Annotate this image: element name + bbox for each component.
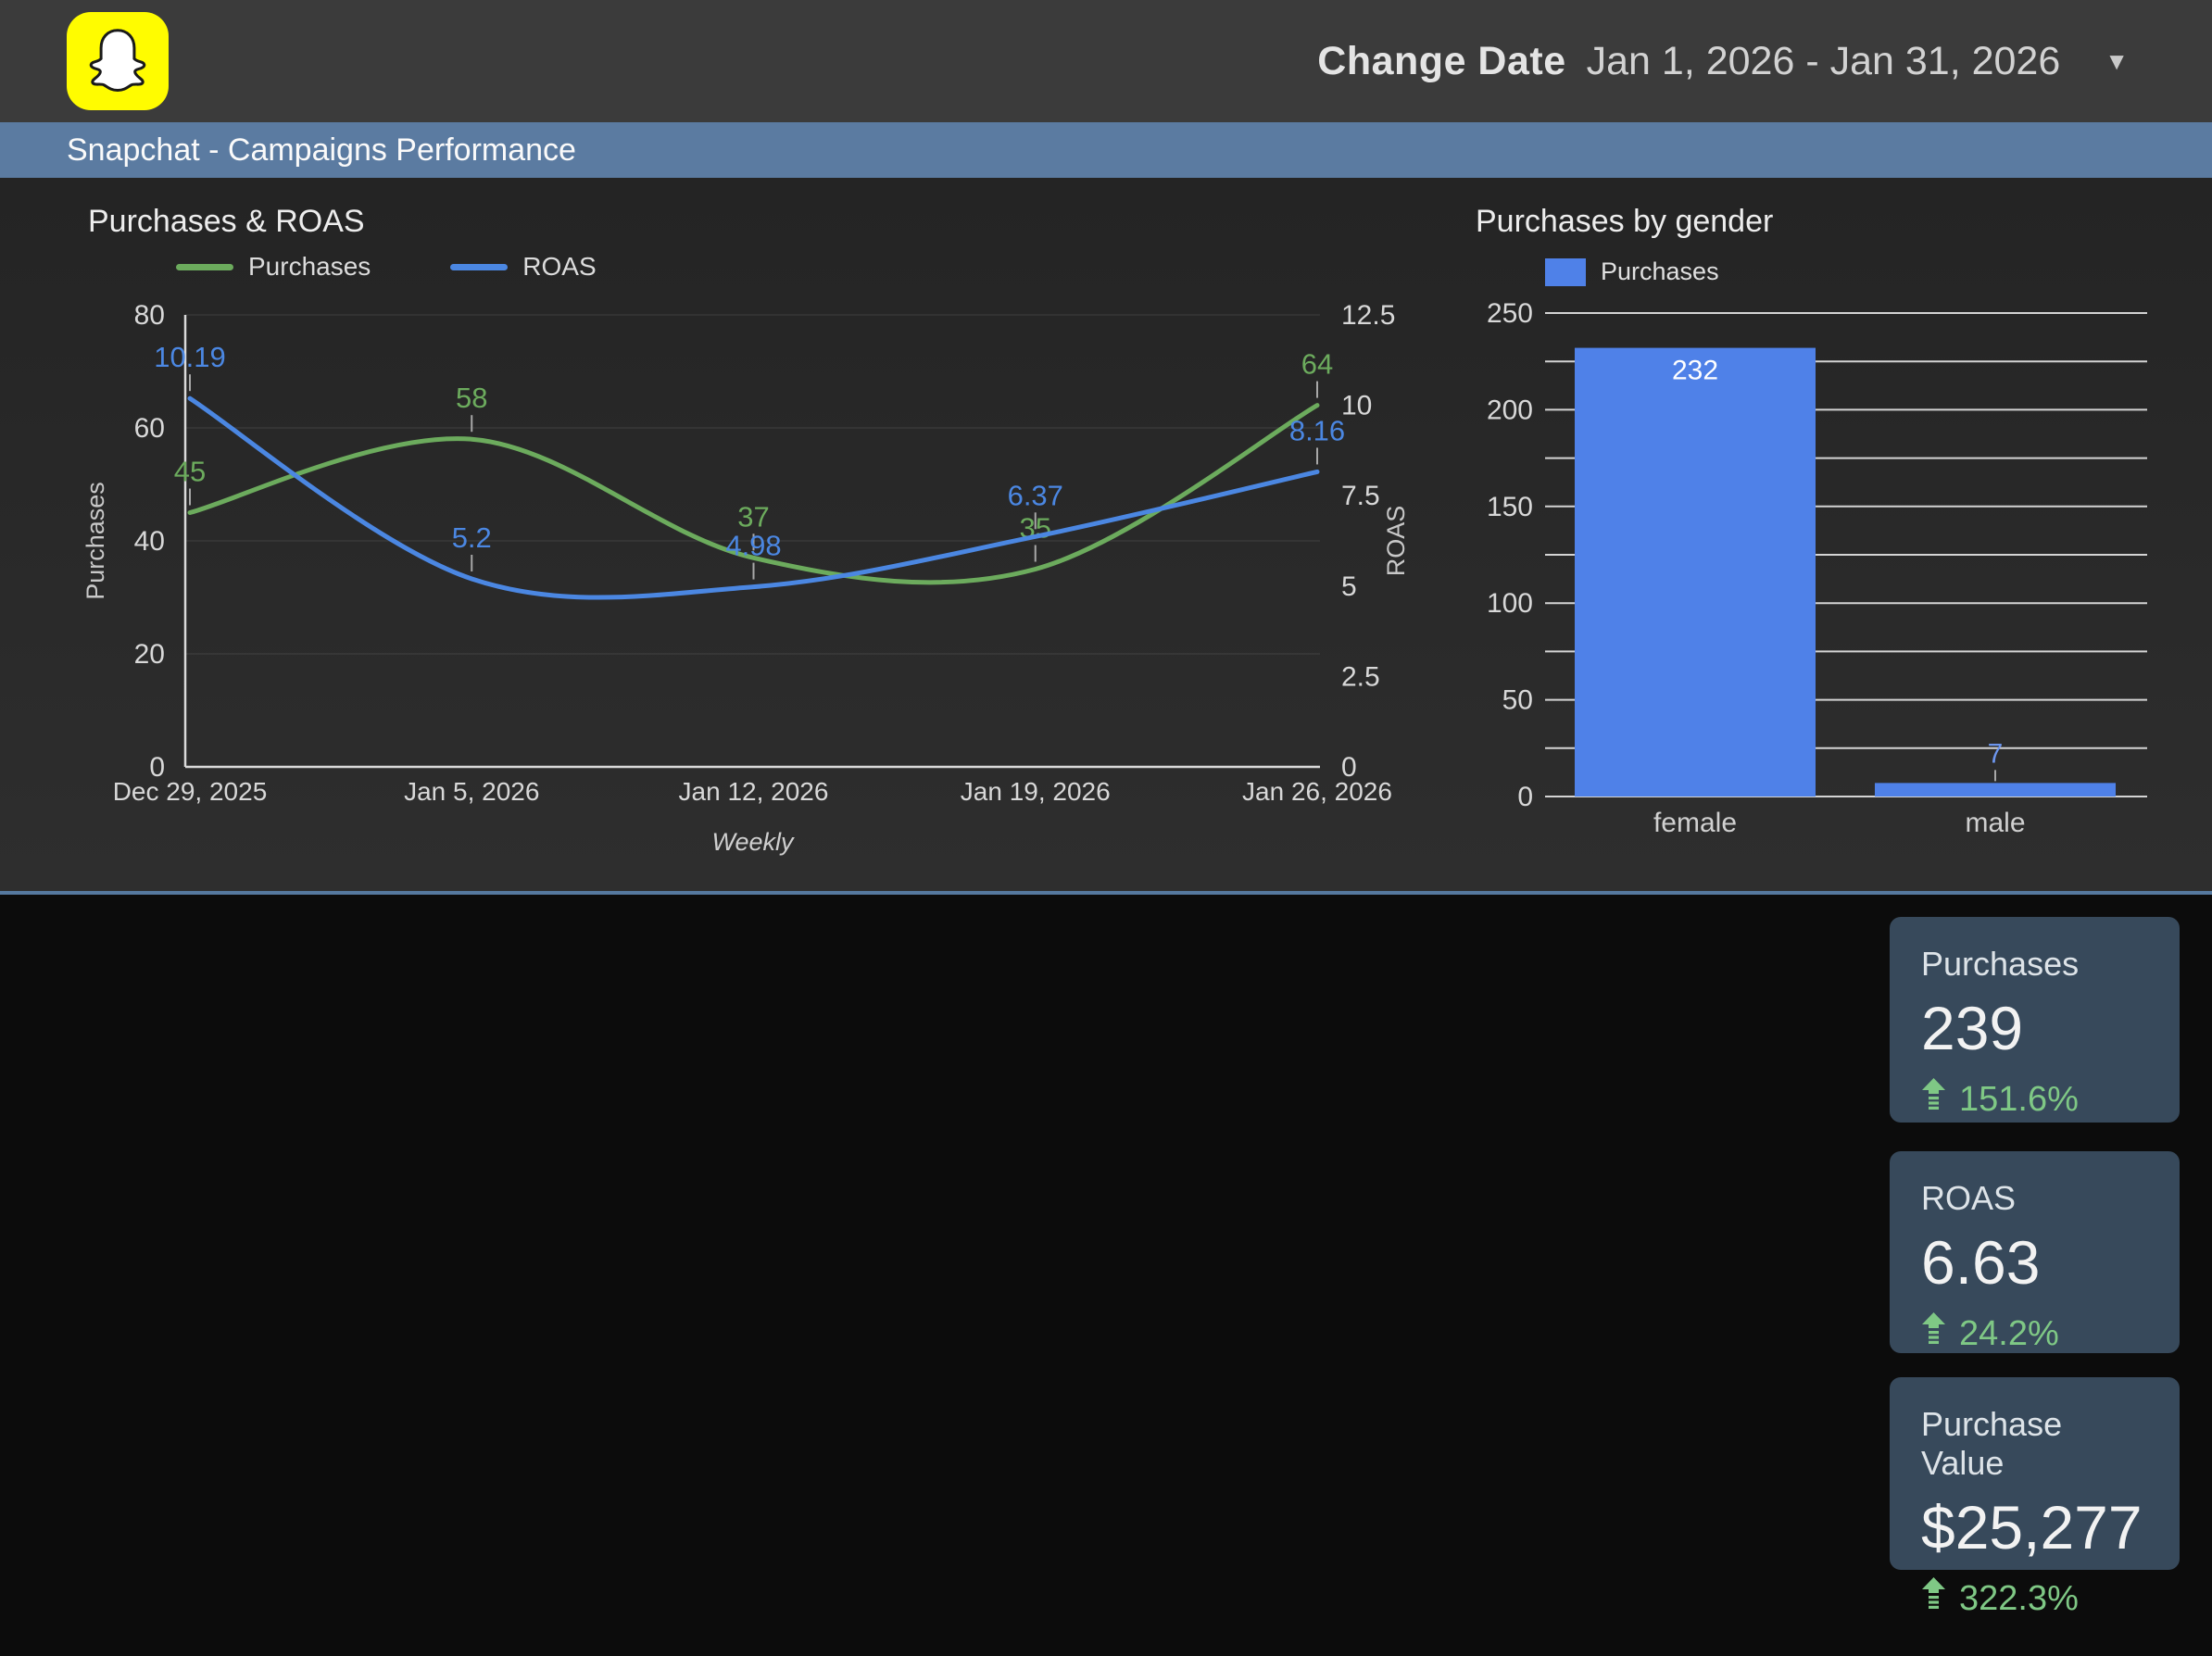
- legend-label: ROAS: [522, 252, 597, 281]
- svg-text:10.19: 10.19: [154, 341, 226, 373]
- charts-section: Purchases & ROAS Purchases ROAS 0 20 40 60 8…: [0, 178, 2212, 891]
- line-chart-title: Purchases & ROAS: [88, 204, 365, 239]
- report-title: Snapchat - Campaigns Performance: [67, 132, 576, 168]
- legend-label: Purchases: [1601, 257, 1719, 285]
- svg-text:7.5: 7.5: [1341, 481, 1380, 511]
- report-banner: Snapchat - Campaigns Performance: [0, 122, 2212, 178]
- scorecard-change: 322.3%: [1921, 1577, 2148, 1620]
- scorecard-purchases[interactable]: Purchases 239 151.6%: [1890, 917, 2180, 1123]
- snapchat-logo: [67, 12, 169, 110]
- scorecard-label: Purchases: [1921, 945, 2080, 983]
- svg-text:250: 250: [1487, 298, 1533, 329]
- svg-text:60: 60: [134, 413, 165, 444]
- legend-label: Purchases: [248, 252, 371, 281]
- svg-text:0: 0: [1341, 752, 1357, 783]
- date-range-value[interactable]: Jan 1, 2026 - Jan 31, 2026: [1586, 38, 2061, 83]
- roas-line-swatch: [450, 263, 509, 270]
- snapchat-ghost-icon: [83, 25, 152, 98]
- svg-text:5.2: 5.2: [452, 521, 492, 554]
- svg-text:ROAS: ROAS: [1382, 506, 1410, 577]
- svg-text:37: 37: [737, 500, 769, 533]
- scorecard-change: 24.2%: [1921, 1312, 2148, 1355]
- increase-arrow-icon: [1921, 1312, 1946, 1355]
- svg-text:female: female: [1653, 808, 1737, 838]
- change-value: 151.6%: [1959, 1079, 2079, 1119]
- svg-text:80: 80: [134, 300, 165, 331]
- svg-text:Weekly: Weekly: [711, 828, 795, 856]
- svg-text:10: 10: [1341, 391, 1372, 421]
- scorecard-change: 151.6%: [1921, 1078, 2148, 1121]
- bar-chart-title: Purchases by gender: [1476, 204, 1774, 239]
- svg-text:Jan 19, 2026: Jan 19, 2026: [961, 777, 1111, 806]
- svg-text:0: 0: [1517, 782, 1533, 812]
- svg-text:Jan 5, 2026: Jan 5, 2026: [404, 777, 539, 806]
- svg-text:200: 200: [1487, 395, 1533, 425]
- change-date-label: Change Date: [1317, 38, 1566, 83]
- increase-arrow-icon: [1921, 1078, 1946, 1121]
- svg-text:50: 50: [1502, 685, 1533, 716]
- svg-text:100: 100: [1487, 588, 1533, 619]
- bottom-section: Campaigns Performance CampaignPurchases▼…: [0, 895, 2212, 1656]
- purchases-line-swatch: [176, 263, 233, 270]
- svg-text:45: 45: [174, 456, 206, 488]
- scorecard-value: $25,277: [1921, 1493, 2143, 1562]
- dropdown-caret-icon[interactable]: ▼: [2105, 46, 2129, 75]
- bar-chart-legend: Purchases: [1545, 257, 1719, 286]
- svg-text:0: 0: [149, 752, 165, 783]
- increase-arrow-icon: [1921, 1577, 1946, 1620]
- purchases-by-gender-bar-chart[interactable]: 0 50 100 150 200 250 232 female 7 male: [1445, 178, 2212, 891]
- svg-text:Jan 12, 2026: Jan 12, 2026: [679, 777, 829, 806]
- svg-text:8.16: 8.16: [1289, 414, 1345, 446]
- scorecard-value: 239: [1921, 994, 2024, 1062]
- scorecard-label: Purchase Value: [1921, 1405, 2063, 1482]
- svg-text:male: male: [1965, 808, 2025, 838]
- scorecard-value: 6.63: [1921, 1228, 2041, 1297]
- purchases-roas-line-chart[interactable]: 0 20 40 60 80 0 2.5 5 7.5 10 12.5 Dec 29, 2025 Jan 5…: [0, 178, 1445, 891]
- svg-text:6.37: 6.37: [1008, 479, 1063, 511]
- svg-text:40: 40: [134, 526, 165, 557]
- section-divider: [0, 891, 2212, 895]
- scorecard-purchase-value[interactable]: Purchase Value $25,277 322.3%: [1890, 1377, 2180, 1618]
- scorecard-roas[interactable]: ROAS 6.63 24.2%: [1890, 1151, 2180, 1353]
- date-range-control[interactable]: Change Date Jan 1, 2026 - Jan 31, 2026 ▼: [1317, 0, 2129, 122]
- scorecard-label: ROAS: [1921, 1179, 2017, 1217]
- svg-text:64: 64: [1301, 348, 1333, 381]
- svg-text:4.98: 4.98: [725, 530, 781, 562]
- legend-item-purchases: Purchases: [176, 252, 371, 282]
- svg-text:5: 5: [1341, 571, 1357, 602]
- svg-text:7: 7: [1988, 738, 2004, 769]
- change-value: 322.3%: [1959, 1578, 2079, 1618]
- legend-item-roas: ROAS: [450, 252, 597, 282]
- svg-text:150: 150: [1487, 492, 1533, 522]
- topbar: Change Date Jan 1, 2026 - Jan 31, 2026 ▼: [0, 0, 2212, 122]
- svg-text:Purchases: Purchases: [82, 482, 109, 600]
- line-chart-legend: Purchases ROAS: [176, 252, 597, 282]
- svg-text:Dec 29, 2025: Dec 29, 2025: [113, 777, 268, 806]
- svg-text:Jan 26, 2026: Jan 26, 2026: [1242, 777, 1392, 806]
- svg-text:20: 20: [134, 639, 165, 670]
- svg-text:58: 58: [456, 382, 487, 414]
- purchases-bar-swatch: [1545, 257, 1586, 286]
- svg-text:12.5: 12.5: [1341, 300, 1395, 331]
- change-value: 24.2%: [1959, 1313, 2059, 1353]
- svg-text:2.5: 2.5: [1341, 661, 1380, 692]
- svg-text:232: 232: [1672, 356, 1718, 386]
